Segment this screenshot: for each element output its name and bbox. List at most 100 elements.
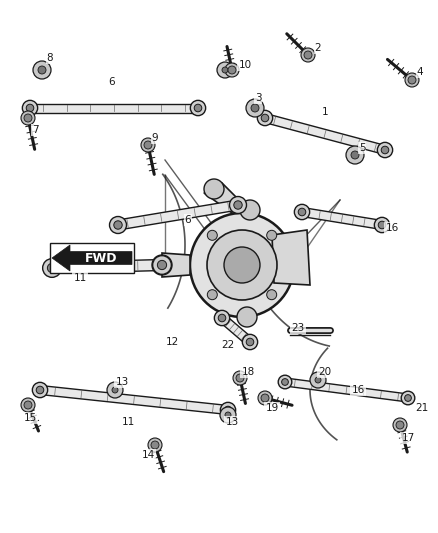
Circle shape [246,338,254,346]
Polygon shape [219,314,253,345]
Circle shape [114,221,122,229]
Circle shape [393,418,407,432]
Text: 18: 18 [241,367,254,377]
Circle shape [310,372,326,388]
Text: 10: 10 [238,60,251,70]
Circle shape [240,200,260,220]
Circle shape [294,204,310,220]
Circle shape [42,259,61,277]
Circle shape [405,394,411,401]
Circle shape [351,151,359,159]
Circle shape [381,146,389,154]
Circle shape [24,114,32,122]
Text: 20: 20 [318,367,332,377]
Circle shape [346,146,364,164]
Circle shape [315,377,321,383]
Circle shape [204,179,224,199]
Text: 11: 11 [74,273,87,283]
Circle shape [224,247,260,283]
Circle shape [225,412,231,418]
Circle shape [261,394,269,402]
Polygon shape [272,230,310,285]
Circle shape [396,421,404,429]
Text: 22: 22 [221,340,235,350]
Polygon shape [204,183,252,213]
Circle shape [157,261,166,270]
Circle shape [21,111,35,125]
Polygon shape [117,200,239,230]
Polygon shape [30,103,198,112]
Circle shape [207,290,217,300]
Circle shape [148,438,162,452]
Circle shape [112,387,118,393]
Text: 3: 3 [254,93,261,103]
Circle shape [378,221,386,229]
Circle shape [217,62,233,78]
Circle shape [258,110,272,126]
Circle shape [38,66,46,74]
Text: 8: 8 [47,53,53,63]
Circle shape [224,406,232,414]
Circle shape [194,104,202,112]
Circle shape [191,100,206,116]
Circle shape [408,76,416,84]
Text: 2: 2 [314,43,321,53]
Circle shape [225,63,239,77]
Circle shape [36,386,44,394]
Circle shape [298,208,306,216]
Circle shape [233,371,247,385]
Polygon shape [52,260,162,273]
Circle shape [222,67,228,73]
Circle shape [228,66,236,74]
Circle shape [267,290,277,300]
Circle shape [21,398,35,412]
Text: FWD: FWD [85,252,118,264]
Text: 6: 6 [185,215,191,225]
Text: 15: 15 [23,413,37,423]
Polygon shape [285,378,409,402]
Circle shape [242,334,258,350]
Polygon shape [162,253,190,277]
Circle shape [405,73,419,87]
Text: 23: 23 [291,323,304,333]
Text: 19: 19 [265,403,279,413]
Circle shape [107,382,123,398]
Circle shape [141,138,155,152]
Text: 13: 13 [115,377,129,387]
Circle shape [218,314,226,322]
Text: 11: 11 [121,417,134,427]
Circle shape [151,441,159,449]
Circle shape [24,401,32,409]
Text: 16: 16 [351,385,364,395]
Circle shape [278,375,292,389]
Circle shape [153,256,171,274]
Circle shape [234,201,242,209]
Circle shape [22,100,38,116]
Polygon shape [301,207,383,229]
Circle shape [110,216,127,233]
Circle shape [207,230,277,300]
Text: 6: 6 [109,77,115,87]
Text: 12: 12 [166,337,179,347]
Text: 7: 7 [32,125,38,135]
Circle shape [237,307,257,327]
Circle shape [220,402,236,418]
Circle shape [230,197,247,214]
Circle shape [258,391,272,405]
Circle shape [282,378,288,385]
Circle shape [251,104,259,112]
FancyBboxPatch shape [50,243,134,273]
Text: 13: 13 [226,417,239,427]
Circle shape [152,255,172,275]
Polygon shape [39,385,229,415]
Text: 21: 21 [415,403,429,413]
Circle shape [304,51,312,59]
Circle shape [144,141,152,149]
Circle shape [378,142,392,158]
Polygon shape [52,245,132,271]
Circle shape [214,310,230,326]
Text: 4: 4 [417,67,423,77]
Circle shape [374,217,390,232]
Text: 16: 16 [385,223,399,233]
Circle shape [220,407,236,423]
